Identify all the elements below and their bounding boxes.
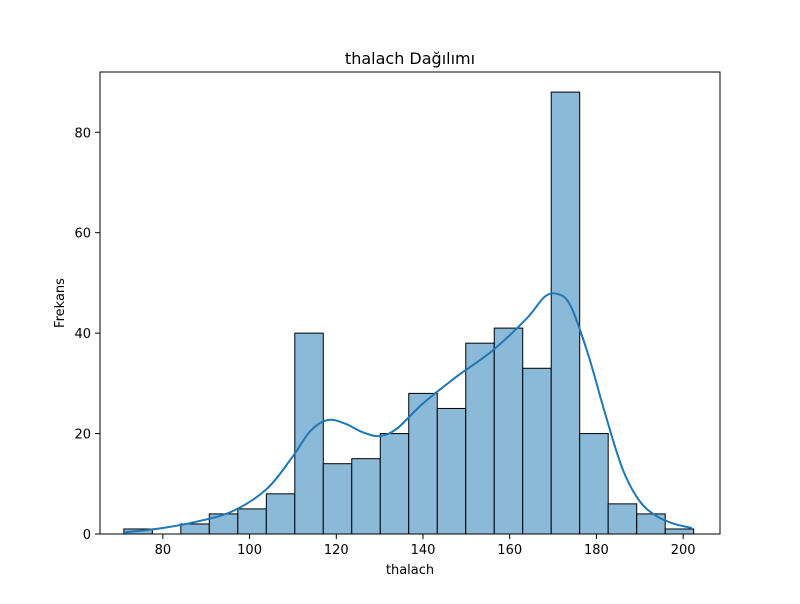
kde-layer xyxy=(123,292,693,534)
histogram-bar xyxy=(550,91,581,535)
x-tick-label: 160 xyxy=(497,543,522,558)
y-tick-label: 40 xyxy=(74,327,91,342)
histogram-bar xyxy=(322,463,353,535)
x-axis-label: thalach xyxy=(386,563,434,578)
y-axis-label: Frekans xyxy=(53,278,68,328)
histogram-bar xyxy=(237,508,267,535)
x-tick-label: 120 xyxy=(324,543,349,558)
y-tick-label: 80 xyxy=(74,126,91,141)
x-tick-label: 100 xyxy=(237,543,262,558)
histogram-bar xyxy=(579,433,609,535)
histogram-bar xyxy=(265,493,296,535)
y-tick-label: 20 xyxy=(74,428,91,443)
x-tick-label: 200 xyxy=(671,543,696,558)
y-tick-label: 0 xyxy=(83,528,91,543)
y-tick-label: 60 xyxy=(74,227,91,242)
histogram-bar xyxy=(180,523,210,535)
plot-area-frame xyxy=(99,71,721,535)
histogram-bar xyxy=(493,327,524,535)
x-axis: 80 100 120 140 160 180 200 xyxy=(155,534,696,558)
histogram-bar xyxy=(436,407,467,535)
histogram-bar xyxy=(379,433,410,535)
bars-layer xyxy=(123,91,695,535)
x-tick-label: 140 xyxy=(411,543,436,558)
histogram-bar xyxy=(664,528,695,535)
kde-curve xyxy=(123,292,693,534)
y-axis: 0 20 40 60 80 xyxy=(74,126,100,543)
histogram-bar xyxy=(408,392,438,535)
histogram-bar xyxy=(351,458,381,535)
x-tick-label: 80 xyxy=(155,543,172,558)
histogram-bar xyxy=(607,503,638,535)
chart-title: thalach Dağılımı xyxy=(345,49,475,68)
histogram-bar xyxy=(465,342,495,535)
x-tick-label: 180 xyxy=(584,543,609,558)
histogram-bar xyxy=(636,513,666,535)
histogram-bar xyxy=(522,367,552,535)
